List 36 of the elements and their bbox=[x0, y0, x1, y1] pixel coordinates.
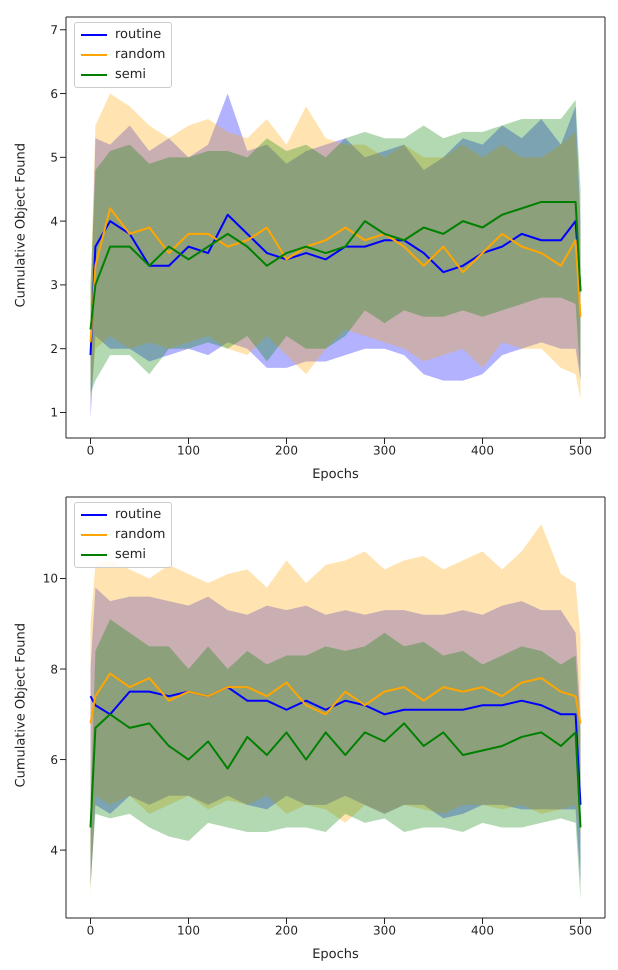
y-tick-label: 6 bbox=[50, 752, 58, 767]
x-tick-label: 0 bbox=[86, 444, 94, 458]
y-tick-label: 6 bbox=[50, 86, 58, 101]
y-tick-label: 3 bbox=[50, 278, 58, 292]
x-tick-label: 200 bbox=[275, 924, 298, 938]
legend-label: routine bbox=[115, 26, 162, 44]
x-tick-label: 400 bbox=[471, 924, 494, 938]
x-tick-label: 300 bbox=[373, 924, 396, 938]
y-tick-label: 8 bbox=[50, 662, 58, 676]
y-axis-title: Cumulative Object Found bbox=[14, 143, 29, 308]
y-tick-label: 1 bbox=[50, 406, 58, 420]
y-tick-label: 4 bbox=[50, 843, 58, 858]
x-tick-label: 500 bbox=[569, 444, 592, 458]
legend-label: semi bbox=[115, 546, 146, 564]
x-tick-label: 500 bbox=[569, 924, 592, 938]
x-tick-label: 400 bbox=[471, 444, 494, 458]
y-tick-label: 5 bbox=[50, 150, 58, 165]
legend-label: random bbox=[115, 46, 166, 64]
y-tick-label: 4 bbox=[50, 214, 58, 228]
legend-label: semi bbox=[115, 66, 146, 84]
y-tick-label: 10 bbox=[42, 572, 58, 586]
x-axis-title: Epochs bbox=[312, 467, 360, 482]
y-tick-label: 7 bbox=[50, 23, 58, 38]
line-series bbox=[90, 672, 582, 724]
x-tick-label: 100 bbox=[177, 924, 200, 938]
legend-label: routine bbox=[115, 506, 162, 524]
x-axis-title: Epochs bbox=[312, 947, 360, 962]
x-tick-label: 200 bbox=[275, 444, 298, 458]
y-axis-title: Cumulative Object Found bbox=[14, 623, 29, 788]
line-series bbox=[90, 713, 582, 828]
x-tick-label: 300 bbox=[373, 444, 396, 458]
legend-label: random bbox=[115, 526, 166, 544]
y-tick-label: 2 bbox=[50, 342, 58, 356]
line-series bbox=[90, 686, 582, 806]
x-tick-label: 100 bbox=[177, 444, 200, 458]
x-tick-label: 0 bbox=[86, 924, 94, 938]
